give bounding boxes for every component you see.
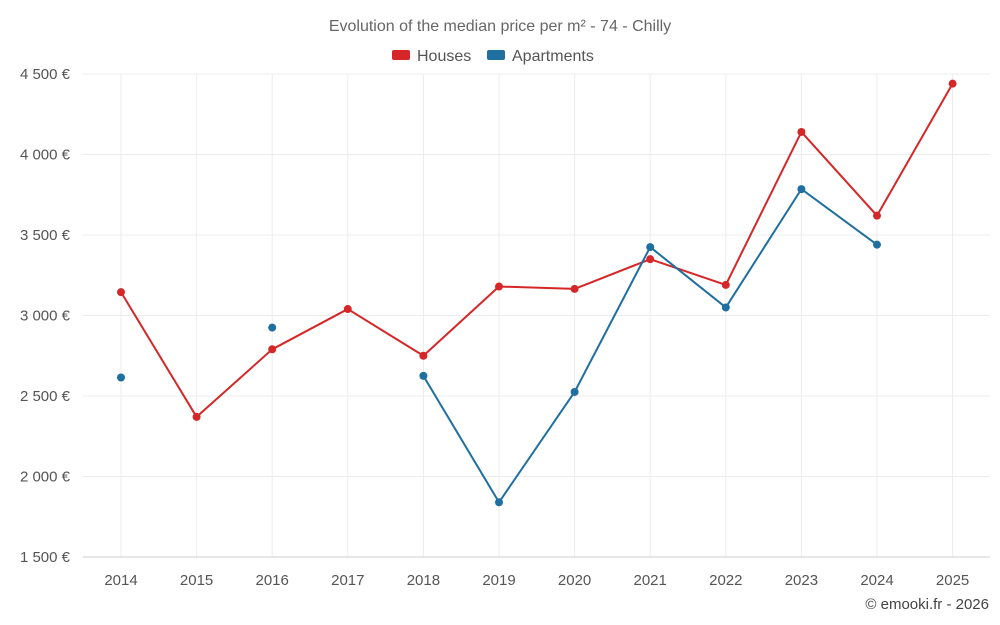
x-tick-label: 2020 [558, 572, 591, 589]
x-tick-label: 2025 [936, 572, 969, 589]
series-layer [117, 79, 957, 507]
data-point[interactable] [570, 387, 579, 396]
y-tick-label: 2 000 € [20, 469, 71, 486]
legend-label: Apartments [512, 48, 594, 65]
data-point[interactable] [570, 284, 579, 293]
y-tick-label: 4 000 € [20, 147, 71, 164]
legend-swatch [392, 50, 410, 60]
y-tick-label: 3 000 € [20, 308, 71, 325]
chart-title: Evolution of the median price per m² - 7… [329, 18, 671, 35]
data-point[interactable] [797, 127, 806, 136]
data-point[interactable] [797, 185, 806, 194]
data-point[interactable] [948, 79, 957, 88]
x-tick-label: 2015 [180, 572, 213, 589]
legend-swatch [487, 50, 505, 60]
x-tick-label: 2017 [331, 572, 364, 589]
x-tick-label: 2024 [860, 572, 893, 589]
legend-label: Houses [417, 48, 471, 65]
credit-text: © emooki.fr - 2026 [865, 596, 989, 613]
data-point[interactable] [117, 373, 125, 382]
data-point[interactable] [721, 303, 730, 312]
x-tick-label: 2019 [482, 572, 515, 589]
series-apartments [117, 185, 881, 507]
series-line [120, 83, 954, 418]
data-point[interactable] [268, 323, 277, 332]
data-point[interactable] [495, 498, 503, 507]
x-tick-label: 2023 [785, 572, 818, 589]
data-point[interactable] [419, 371, 428, 380]
x-axis: 2014 2015 2016 2017 2018 2019 2020 2021 2022 2023… [104, 572, 969, 589]
x-tick-label: 2022 [709, 572, 742, 589]
legend-item-houses[interactable]: Houses [392, 48, 471, 65]
data-point[interactable] [721, 280, 730, 289]
data-point[interactable] [117, 288, 125, 297]
legend-item-apartments[interactable]: Apartments [487, 48, 594, 65]
data-point[interactable] [646, 243, 655, 252]
x-tick-label: 2021 [634, 572, 667, 589]
legend: Houses Apartments [392, 48, 594, 65]
x-tick-label: 2016 [256, 572, 289, 589]
data-point[interactable] [873, 240, 881, 249]
data-point[interactable] [646, 255, 655, 264]
data-point[interactable] [495, 282, 503, 291]
data-point[interactable] [873, 211, 881, 220]
y-tick-label: 4 500 € [20, 66, 71, 83]
y-axis: 1 500 € 2 000 € 2 500 € 3 000 € 3 500 € 4 000… [20, 66, 71, 566]
y-tick-label: 3 500 € [20, 227, 71, 244]
grid [83, 73, 990, 558]
x-tick-label: 2014 [104, 572, 137, 589]
data-point[interactable] [268, 345, 277, 354]
y-tick-label: 2 500 € [20, 388, 71, 405]
data-point[interactable] [343, 305, 352, 314]
data-point[interactable] [192, 412, 201, 421]
y-tick-label: 1 500 € [20, 549, 71, 566]
x-tick-label: 2018 [407, 572, 440, 589]
series-houses [117, 79, 957, 421]
data-point[interactable] [419, 351, 428, 360]
